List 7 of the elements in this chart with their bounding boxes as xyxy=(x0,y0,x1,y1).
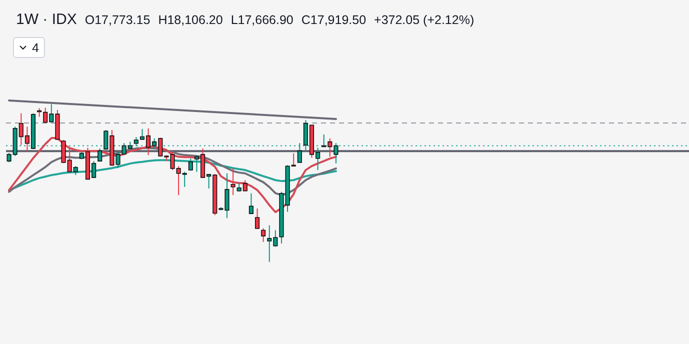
text: O17,773.15 xyxy=(84,13,150,27)
text: C17,919.50 xyxy=(301,13,366,27)
text: +372.05 (+2.12%) xyxy=(374,13,474,27)
chart-title: 1W · IDX xyxy=(16,11,77,28)
text: H18,106.20 xyxy=(158,13,223,27)
text: 4 xyxy=(32,40,39,54)
text: L17,666.90 xyxy=(230,13,294,27)
